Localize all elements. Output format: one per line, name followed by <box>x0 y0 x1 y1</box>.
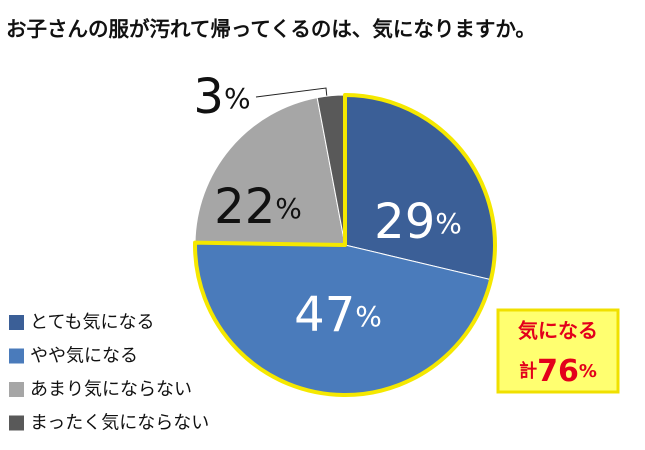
legend-swatch <box>9 315 24 330</box>
value-label: 29% <box>374 194 462 250</box>
value-label: 22% <box>214 179 302 235</box>
legend-label: とても気になる <box>30 312 155 333</box>
legend-swatch <box>9 348 24 364</box>
legend-label: やや気になる <box>30 346 138 367</box>
legend-label: あまり気にならない <box>30 379 192 400</box>
legend-swatch <box>9 382 24 397</box>
pie-slice <box>194 97 346 246</box>
legend-swatch <box>9 415 24 431</box>
pie: 29% 47% 22% 3% <box>193 69 497 397</box>
value-label: 3% <box>193 69 250 125</box>
annotation-text: 気になる <box>518 319 598 343</box>
chart-title: お子さんの服が汚れて帰ってくるのは、気になりますか。 <box>6 17 536 41</box>
annotation-box <box>496 308 620 394</box>
highlight-outline <box>193 93 497 397</box>
value-label: 47% <box>294 287 382 343</box>
legend-label: まったく気にならない <box>30 413 209 434</box>
annotation-total: 計76% <box>519 354 597 389</box>
